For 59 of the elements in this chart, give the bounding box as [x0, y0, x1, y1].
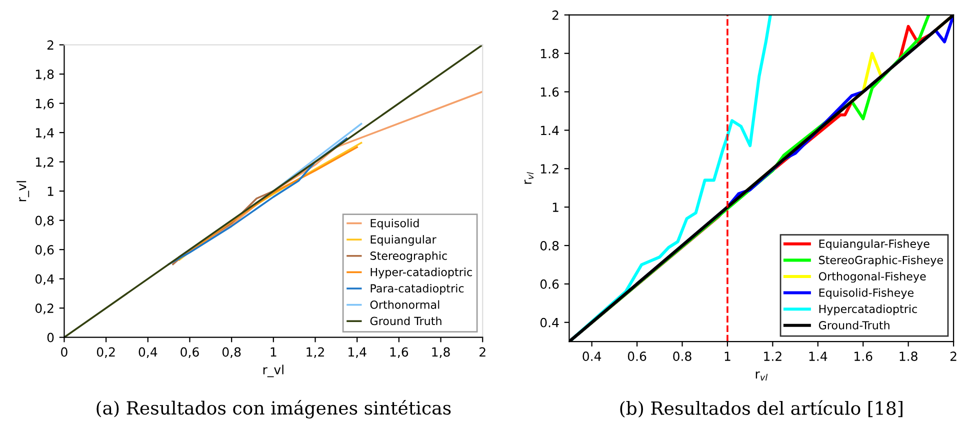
y-tick-label: 0.4 — [540, 318, 559, 328]
y-tick-label: 0,2 — [35, 304, 54, 314]
y-tick-label: 0,4 — [35, 274, 54, 286]
y-tick-label: 2 — [552, 10, 558, 20]
x-tick-label: 0.6 — [628, 352, 646, 361]
x-tick-label: 0.8 — [673, 352, 692, 361]
y-tick-label: 0.8 — [540, 240, 559, 250]
text: (a) Resultados con imágenes sintéticas — [96, 400, 451, 418]
x-tick-label: 1.2 — [764, 352, 782, 361]
y-tick-label: 1.4 — [540, 126, 559, 135]
y-tick-label: 1.8 — [540, 48, 559, 58]
legend-label: Hypercatadioptric — [819, 304, 917, 316]
y-tick-label: 1 — [48, 186, 54, 196]
legend-label: Equiangular — [370, 235, 436, 246]
x-tick-label: 1.6 — [854, 352, 872, 361]
legend-label: StereoGraphic-Fisheye — [819, 256, 943, 266]
legend-label: Equiangular-Fisheye — [819, 239, 930, 250]
y-tick-label: 0,6 — [35, 245, 54, 256]
x-tick-label: 0.4 — [582, 352, 602, 361]
x-axis-title: r$_{vl}$ — [756, 371, 768, 381]
legend-label: Para-catadioptric — [370, 284, 464, 295]
y-tick-label: 1,8 — [36, 70, 54, 80]
y-axis-title: r$_{vl}$ — [524, 172, 534, 184]
y-tick-label: 1,6 — [36, 98, 54, 110]
legend-label: Ground Truth — [370, 316, 442, 326]
text: (b) Resultados del artículo [18] — [620, 400, 902, 418]
x-tick-label: 2 — [950, 352, 956, 361]
legend-label: Equisolid — [370, 218, 419, 230]
x-axis-title: r_vl — [263, 364, 284, 378]
y-tick-label: 0,8 — [35, 216, 54, 227]
x-tick-label: 0,2 — [96, 347, 115, 358]
y-tick-label: 1.2 — [540, 164, 558, 174]
x-tick-label: 0 — [61, 347, 68, 357]
y-tick-label: 0.6 — [540, 279, 559, 289]
legend-label: Ground-Truth — [818, 320, 890, 330]
x-tick-label: 1,2 — [306, 347, 324, 358]
y-tick-label: 0 — [47, 332, 54, 342]
y-axis-title: r_vl — [16, 181, 30, 202]
y-tick-label: 1,2 — [36, 157, 54, 168]
legend-label: Orthonormal — [370, 300, 440, 309]
y-tick-label: 2 — [47, 40, 54, 50]
x-tick-label: 0,4 — [138, 347, 158, 358]
x-tick-label: 1,6 — [390, 347, 408, 358]
legend-label: Orthogonal-Fisheye — [818, 272, 926, 283]
x-tick-label: 1.4 — [809, 352, 828, 361]
y-tick-label: 1.6 — [540, 87, 559, 97]
x-tick-label: 1.8 — [900, 352, 918, 361]
x-tick-label: 1,4 — [348, 347, 366, 358]
x-tick-label: 2 — [480, 347, 486, 357]
x-tick-label: 0,8 — [222, 347, 241, 358]
legend-label: Hyper-catadioptric — [370, 268, 472, 278]
x-tick-label: 0,6 — [180, 347, 199, 358]
y-tick-label: 1,4 — [36, 128, 54, 139]
y-tick-label: 1 — [552, 202, 558, 212]
legend-label: Stereographic — [370, 251, 447, 262]
x-tick-label: 1,8 — [432, 347, 450, 358]
x-tick-label: 1 — [724, 352, 730, 361]
x-tick-label: 1 — [270, 347, 276, 357]
legend-label: Equisolid-Fisheye — [819, 288, 914, 299]
